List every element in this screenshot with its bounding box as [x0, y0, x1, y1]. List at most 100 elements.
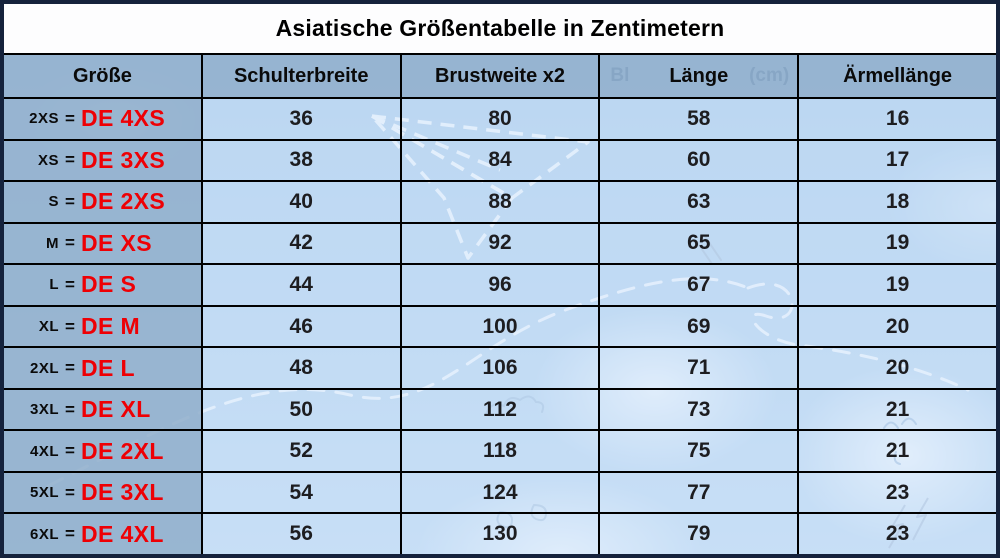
aermellaenge-cell: 16	[799, 99, 996, 139]
asia-size-label: 2XL	[30, 359, 60, 377]
brustweite-cell: 96	[401, 265, 601, 305]
header-schulterbreite: Schulterbreite	[202, 55, 402, 99]
schulterbreite-cell: 40	[202, 182, 402, 222]
brustweite-cell: 106	[401, 348, 601, 388]
table-row: M = DE XS 42 92 65 19	[4, 223, 996, 266]
size-equivalence-cell: 2XS = DE 4XS	[4, 99, 203, 139]
aermellaenge-cell: 23	[799, 472, 996, 513]
de-size-label: DE S	[80, 271, 137, 298]
aermellaenge-cell: 20	[799, 306, 996, 347]
asia-size-label: M	[46, 234, 60, 252]
de-size-label: DE 2XS	[80, 188, 166, 215]
size-equivalence-cell: L = DE S	[4, 265, 203, 305]
brustweite-cell: 88	[401, 182, 601, 222]
size-equivalence-cell: XL = DE M	[4, 306, 203, 347]
aermellaenge-cell: 20	[799, 348, 996, 388]
header-brustweite: Brustweite x2	[401, 55, 601, 99]
equals-sign: =	[65, 191, 75, 211]
laenge-cell: 60	[600, 140, 800, 181]
table-row: 2XS = DE 4XS 36 80 58 16	[4, 99, 996, 141]
size-equivalence-cell: S = DE 2XS	[4, 182, 203, 222]
table-row: 4XL = DE 2XL 52 118 75 21	[4, 431, 996, 473]
table-row: 2XL = DE L 48 106 71 20	[4, 348, 996, 390]
de-size-label: DE M	[80, 313, 141, 339]
equals-sign: =	[65, 150, 75, 170]
schulterbreite-cell: 42	[202, 223, 402, 264]
laenge-cell: 79	[600, 514, 800, 555]
schulterbreite-cell: 44	[202, 265, 402, 305]
table-row: 3XL = DE XL 50 112 73 21	[4, 389, 996, 432]
aermellaenge-cell: 21	[799, 389, 996, 430]
brustweite-cell: 84	[401, 140, 601, 181]
table-row: 6XL = DE 4XL 56 130 79 23	[4, 514, 996, 555]
table-row: XL = DE M 46 100 69 20	[4, 306, 996, 349]
header-brustweite-label: Brustweite x2	[434, 64, 566, 87]
size-equivalence-cell: M = DE XS	[4, 223, 203, 264]
brustweite-cell: 112	[401, 389, 601, 430]
schulterbreite-cell: 52	[202, 431, 402, 471]
brustweite-cell: 100	[401, 306, 601, 347]
size-equivalence-cell: 5XL = DE 3XL	[4, 472, 203, 513]
asia-size-label: 3XL	[30, 401, 60, 419]
de-size-label: DE 2XL	[80, 437, 164, 464]
aermellaenge-cell: 23	[799, 514, 996, 555]
laenge-cell: 65	[600, 223, 800, 264]
aermellaenge-cell: 18	[799, 182, 996, 222]
brustweite-cell: 130	[401, 514, 601, 555]
de-size-label: DE 4XL	[80, 520, 164, 547]
size-equivalence-cell: 2XL = DE L	[4, 348, 203, 388]
table-row: S = DE 2XS 40 88 63 18	[4, 182, 996, 224]
table-row: L = DE S 44 96 67 19	[4, 265, 996, 307]
header-groesse: Größe	[4, 55, 203, 99]
schulterbreite-cell: 56	[202, 514, 402, 555]
table-row: XS = DE 3XS 38 84 60 17	[4, 140, 996, 183]
schulterbreite-cell: 54	[202, 472, 402, 513]
ghost-text-right: (cm)	[749, 65, 790, 86]
schulterbreite-cell: 50	[202, 389, 402, 430]
equals-sign: =	[65, 233, 75, 253]
laenge-cell: 73	[600, 389, 800, 430]
de-size-label: DE L	[80, 354, 135, 381]
de-size-label: DE 3XS	[80, 146, 166, 173]
laenge-cell: 67	[600, 265, 800, 305]
size-equivalence-cell: 4XL = DE 2XL	[4, 431, 203, 471]
laenge-cell: 63	[600, 182, 800, 222]
schulterbreite-cell: 48	[202, 348, 402, 388]
laenge-cell: 58	[600, 99, 800, 139]
aermellaenge-cell: 19	[799, 223, 996, 264]
ghost-text-left: Bl	[610, 65, 630, 86]
header-schulterbreite-label: Schulterbreite	[233, 64, 369, 87]
equals-sign: =	[65, 274, 75, 294]
aermellaenge-cell: 19	[799, 265, 996, 305]
laenge-cell: 69	[600, 306, 800, 347]
equals-sign: =	[65, 482, 75, 502]
equals-sign: =	[65, 358, 75, 378]
size-equivalence-cell: 6XL = DE 4XL	[4, 514, 203, 555]
size-equivalence-cell: XS = DE 3XS	[4, 140, 203, 181]
equals-sign: =	[65, 316, 75, 336]
table-title-row: Asiatische Größentabelle in Zentimetern	[4, 4, 996, 55]
de-size-label: DE XL	[80, 396, 151, 423]
de-size-label: DE 4XS	[80, 105, 166, 132]
schulterbreite-cell: 36	[202, 99, 402, 139]
asia-size-label: XL	[38, 318, 60, 335]
equals-sign: =	[65, 399, 75, 419]
table-row: 5XL = DE 3XL 54 124 77 23	[4, 472, 996, 515]
asia-size-label: L	[49, 276, 60, 294]
laenge-cell: 71	[600, 348, 800, 388]
brustweite-cell: 80	[401, 99, 601, 139]
table-body: 2XS = DE 4XS 36 80 58 16 XS = DE 3XS 38 …	[4, 99, 996, 555]
de-size-label: DE XS	[80, 229, 152, 256]
schulterbreite-cell: 46	[202, 306, 402, 347]
header-laenge: Bl Länge (cm)	[600, 55, 800, 99]
equals-sign: =	[65, 108, 75, 128]
asia-size-label: 5XL	[30, 484, 60, 502]
table-header-row: Größe Schulterbreite Brustweite x2 Bl Lä…	[4, 55, 996, 99]
asia-size-label: S	[48, 193, 60, 211]
equals-sign: =	[65, 524, 75, 544]
laenge-cell: 77	[600, 472, 800, 513]
aermellaenge-cell: 17	[799, 140, 996, 181]
header-groesse-label: Größe	[72, 64, 132, 87]
